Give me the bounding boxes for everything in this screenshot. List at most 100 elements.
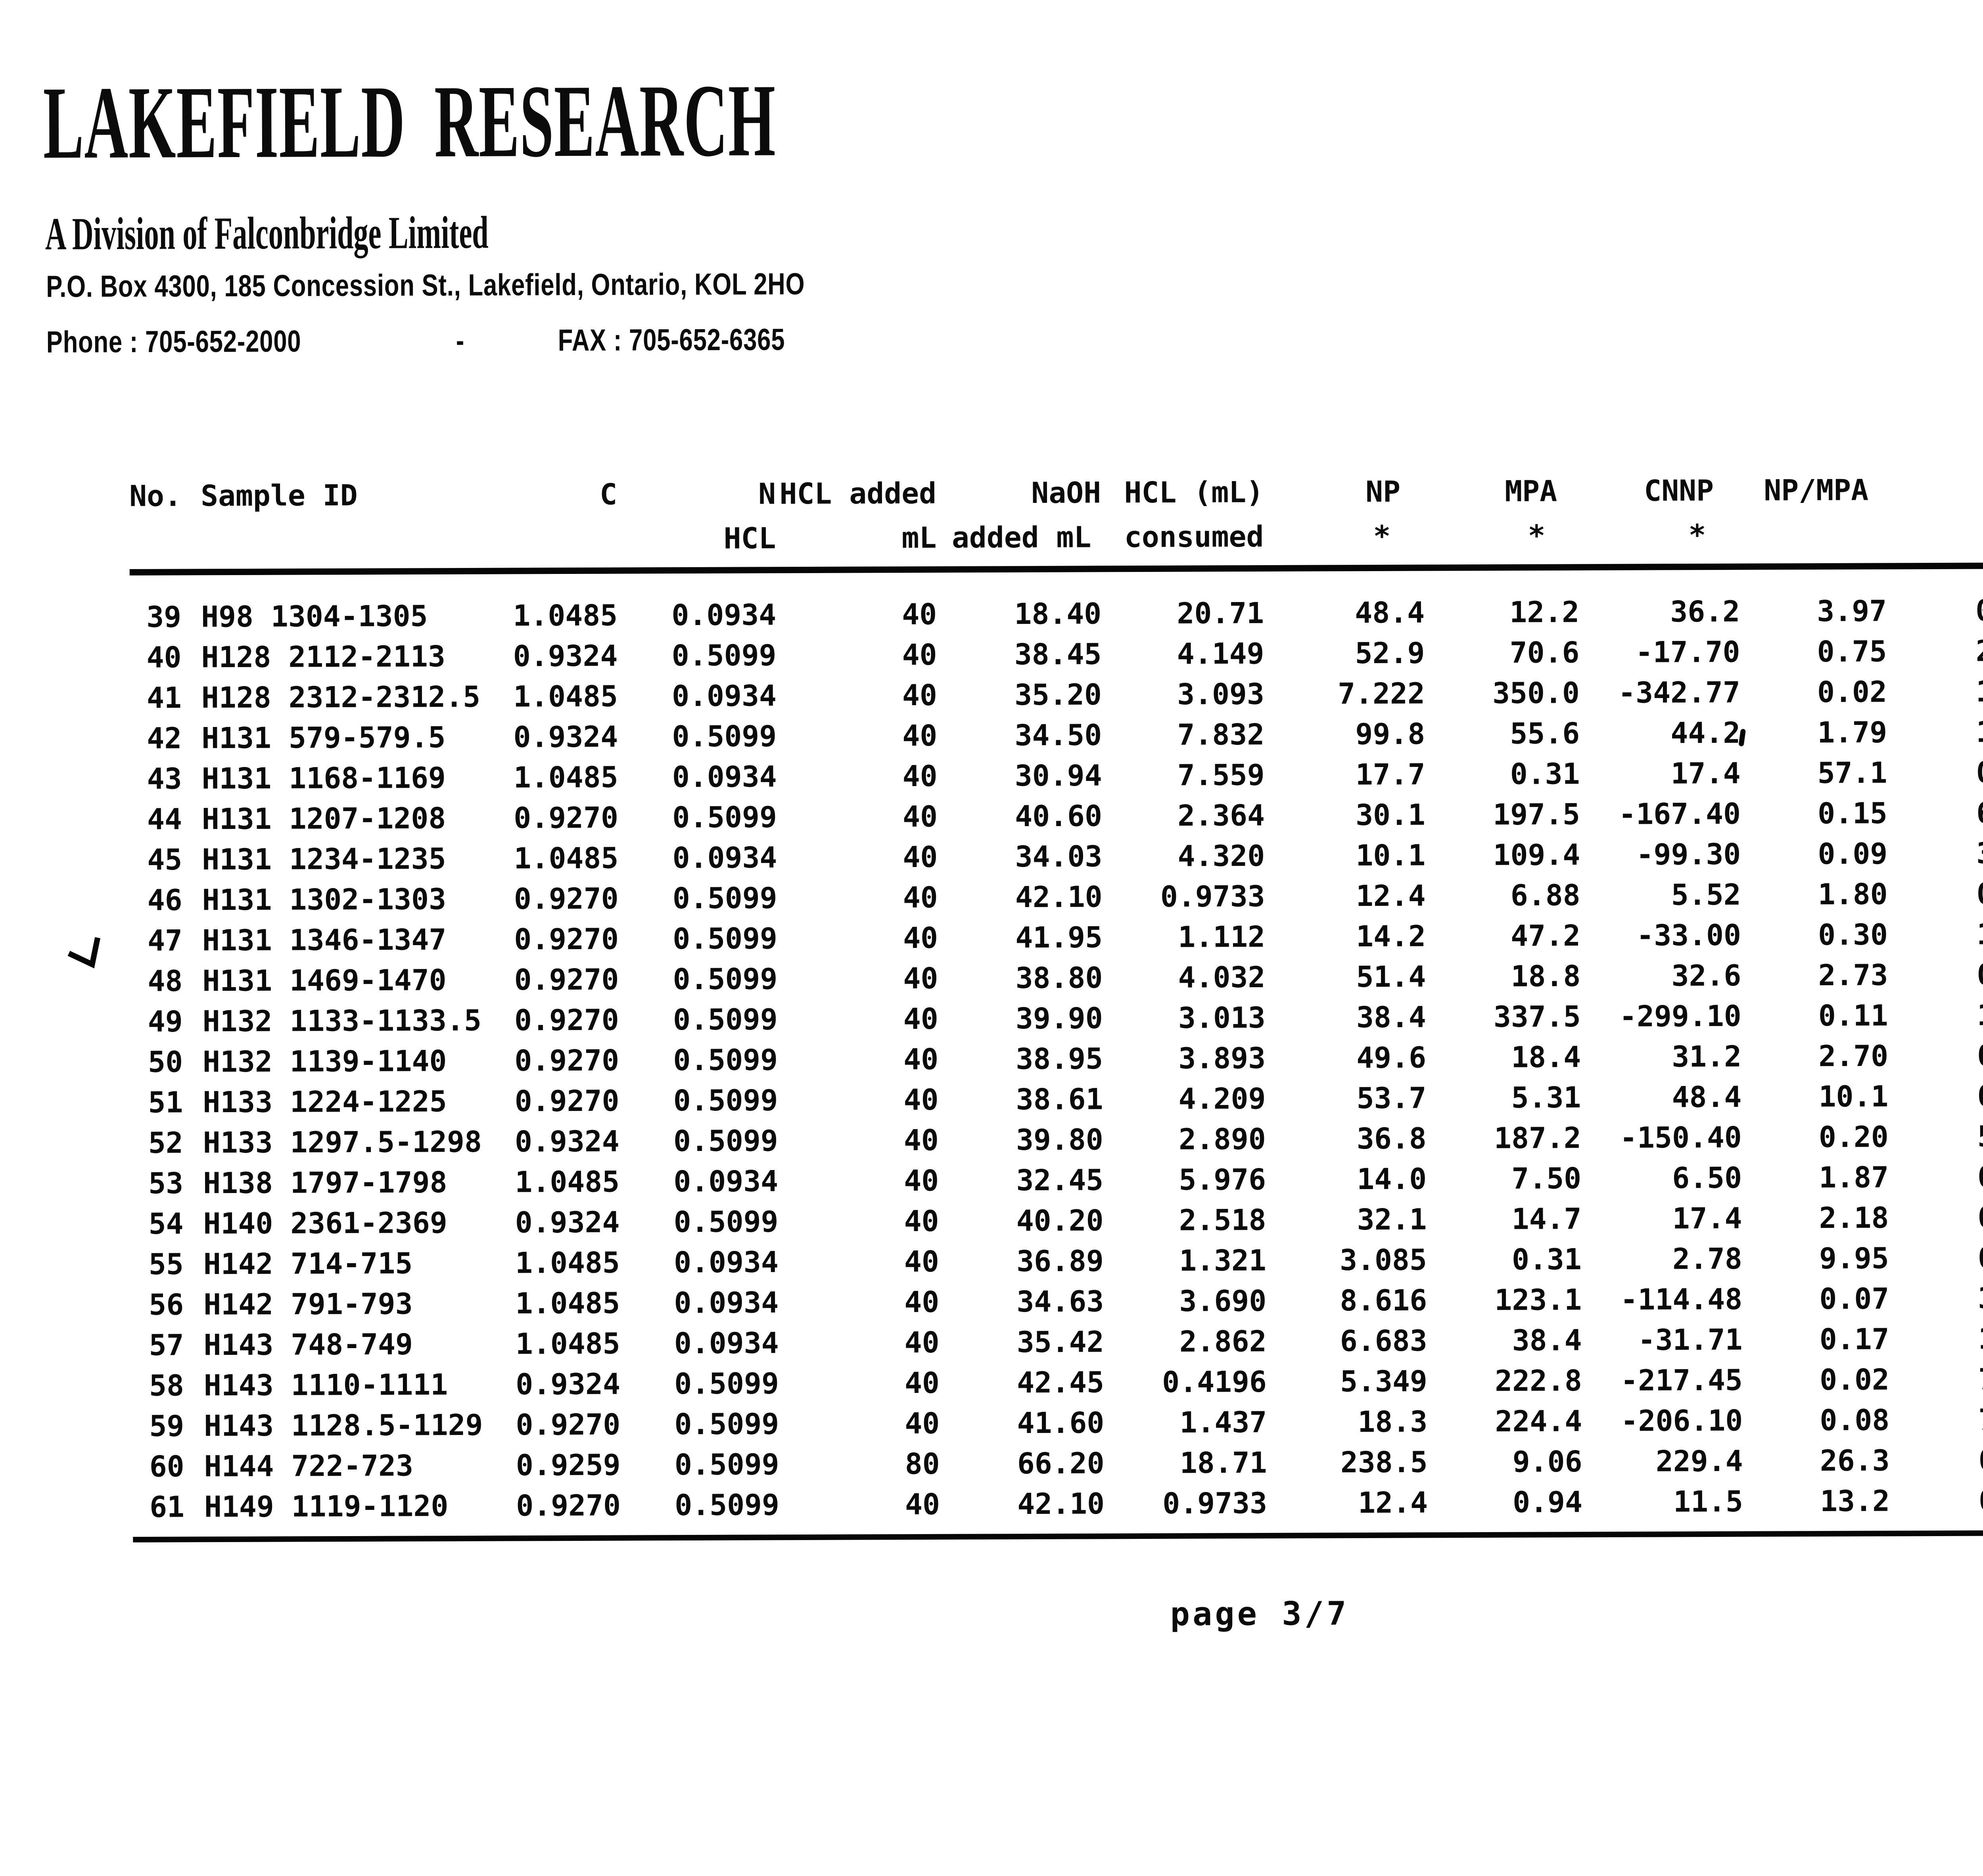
- value-cell: 40.60: [1015, 799, 1103, 833]
- value-cell: 0.9324: [513, 720, 618, 754]
- value-cell: 14.7: [1511, 1202, 1582, 1236]
- table-row: 54 H140 2361-2369 0.9324 0.5099 40 40.20 2.518…: [132, 1196, 1983, 1244]
- value-cell: 8.616: [1340, 1283, 1427, 1318]
- table-row: 53 H138 1797-1798 1.0485 0.0934 40 32.45 5.976…: [132, 1155, 1983, 1204]
- value-cell: *: [1688, 518, 1706, 552]
- value-cell: 0.9270: [514, 1003, 619, 1038]
- table-row: 52 H133 1297.5-1298 0.9324 0.5099 40 39.80 2.8…: [132, 1115, 1983, 1163]
- value-cell: 0.02: [1819, 1362, 1890, 1397]
- value-cell: 3.690: [1179, 1284, 1267, 1318]
- value-cell: 57.1: [1817, 756, 1887, 790]
- value-cell: 9.95: [1819, 1241, 1889, 1276]
- value-cell: 12.2: [1509, 595, 1580, 629]
- value-cell: 42: [147, 721, 182, 756]
- value-cell: 10.8: [1977, 998, 1983, 1032]
- value-cell: 3.97: [1817, 594, 1887, 628]
- sample-id-cell: H131 1346-1347: [202, 923, 447, 957]
- value-cell: 18.40: [1014, 597, 1102, 631]
- value-cell: 26.3: [1820, 1443, 1890, 1478]
- value-cell: 52.9: [1355, 636, 1425, 670]
- value-cell: 40: [903, 1123, 939, 1157]
- value-cell: 1.0485: [513, 679, 618, 714]
- value-cell: 40: [902, 678, 938, 712]
- value-cell: 34.50: [1015, 718, 1102, 752]
- value-cell: 51.4: [1356, 960, 1426, 994]
- value-cell: 17.7: [1355, 758, 1425, 792]
- value-cell: 0.5099: [672, 719, 777, 754]
- value-cell: 40: [904, 1325, 940, 1360]
- value-cell: 1.112: [1178, 920, 1266, 954]
- value-cell: 0.9324: [515, 1205, 620, 1240]
- table-row: 41 H128 2312-2312.5 1.0485 0.0934 40 35.20 3.0…: [130, 670, 1983, 718]
- value-cell: 2.518: [1179, 1203, 1266, 1237]
- phone-fax-line: Phone : 705-652-2000 - FAX : 705-652-6365: [46, 322, 842, 359]
- value-cell: 0.9259: [516, 1448, 621, 1483]
- value-cell: 40.20: [1016, 1203, 1104, 1238]
- table-row: 46 H131 1302-1303 0.9270 0.5099 40 42.10 0.973…: [130, 872, 1983, 921]
- value-cell: 48.4: [1355, 596, 1425, 630]
- value-cell: -99.30: [1636, 837, 1741, 872]
- sample-id-cell: H143 748-749: [203, 1327, 413, 1362]
- value-cell: added mL: [951, 520, 1091, 555]
- value-cell: 0.31: [1510, 757, 1580, 791]
- value-cell: 0.15: [1817, 796, 1888, 831]
- value-cell: 56: [149, 1287, 184, 1322]
- value-cell: 99.8: [1355, 717, 1425, 751]
- value-cell: 0.5099: [673, 1205, 779, 1239]
- value-cell: NP: [1365, 475, 1401, 509]
- value-cell: 2.70: [1818, 1039, 1889, 1073]
- value-cell: HCL added: [779, 476, 937, 511]
- value-cell: 18.71: [1179, 1446, 1267, 1480]
- value-cell: 0.9324: [514, 1124, 619, 1159]
- value-cell: 1.87: [1819, 1160, 1889, 1195]
- value-cell: 44.2: [1670, 716, 1741, 750]
- handwritten-checkmark: [67, 937, 101, 969]
- value-cell: 32.1: [1357, 1203, 1427, 1237]
- value-cell: 30.94: [1015, 758, 1102, 793]
- table-row: 61 H149 1119-1120 0.9270 0.5099 40 42.10 0.973…: [133, 1479, 1983, 1527]
- value-cell: 0.17: [1977, 1079, 1983, 1113]
- value-cell: No.: [129, 479, 182, 513]
- value-cell: 11.2: [1975, 674, 1983, 709]
- value-cell: 40: [903, 1083, 939, 1117]
- value-cell: 0.5099: [673, 1043, 778, 1077]
- table-row: 59 H143 1128.5-1129 0.9270 0.5099 40 41.60 1.4…: [132, 1398, 1983, 1446]
- value-cell: 40: [902, 759, 938, 793]
- value-cell: 13.2: [1820, 1484, 1890, 1518]
- value-cell: 5.52: [1671, 878, 1741, 912]
- value-cell: 7.50: [1511, 1161, 1582, 1196]
- value-cell: 40: [904, 1204, 939, 1238]
- value-cell: [1739, 512, 1886, 557]
- table-row: 57 H143 748-749 1.0485 0.0934 40 35.42 2.862 6.…: [132, 1317, 1983, 1366]
- value-cell: N: [758, 477, 776, 511]
- value-cell: 18.3: [1358, 1405, 1428, 1439]
- value-cell: 60: [149, 1449, 184, 1484]
- value-cell: 30.1: [1355, 798, 1426, 832]
- value-cell: 7.832: [1177, 717, 1265, 752]
- value-cell: 80: [905, 1447, 940, 1481]
- value-cell: 1.78: [1976, 715, 1983, 749]
- value-cell: 0.9733: [1160, 879, 1265, 914]
- value-cell: 34.03: [1015, 839, 1103, 874]
- division-line: A Division of Falconbridge Limited: [45, 207, 738, 260]
- value-cell: 36.89: [1016, 1244, 1104, 1278]
- sample-id-cell: H140 2361-2369: [203, 1206, 447, 1241]
- value-cell: 2.73: [1818, 958, 1888, 992]
- value-cell: 2.862: [1179, 1324, 1267, 1359]
- table-row: 48 H131 1469-1470 0.9270 0.5099 40 38.80 4.032…: [131, 953, 1983, 1001]
- value-cell: 0.24: [1977, 1160, 1983, 1194]
- value-cell: 48: [148, 964, 183, 998]
- value-cell: 40: [903, 880, 938, 915]
- value-cell: 42.10: [1015, 880, 1103, 914]
- fax-number: FAX : 705-652-6365: [558, 322, 785, 358]
- sample-id-cell: [185, 517, 470, 563]
- value-cell: -342.77: [1618, 675, 1741, 710]
- value-cell: 3.013: [1178, 1001, 1266, 1035]
- value-cell: 7.559: [1177, 758, 1265, 792]
- value-cell: 10.1: [1356, 838, 1426, 873]
- value-cell: 123.1: [1494, 1283, 1582, 1317]
- value-cell: 14.0: [1357, 1162, 1427, 1196]
- value-cell: 224.4: [1495, 1404, 1582, 1439]
- value-cell: 57: [149, 1328, 184, 1362]
